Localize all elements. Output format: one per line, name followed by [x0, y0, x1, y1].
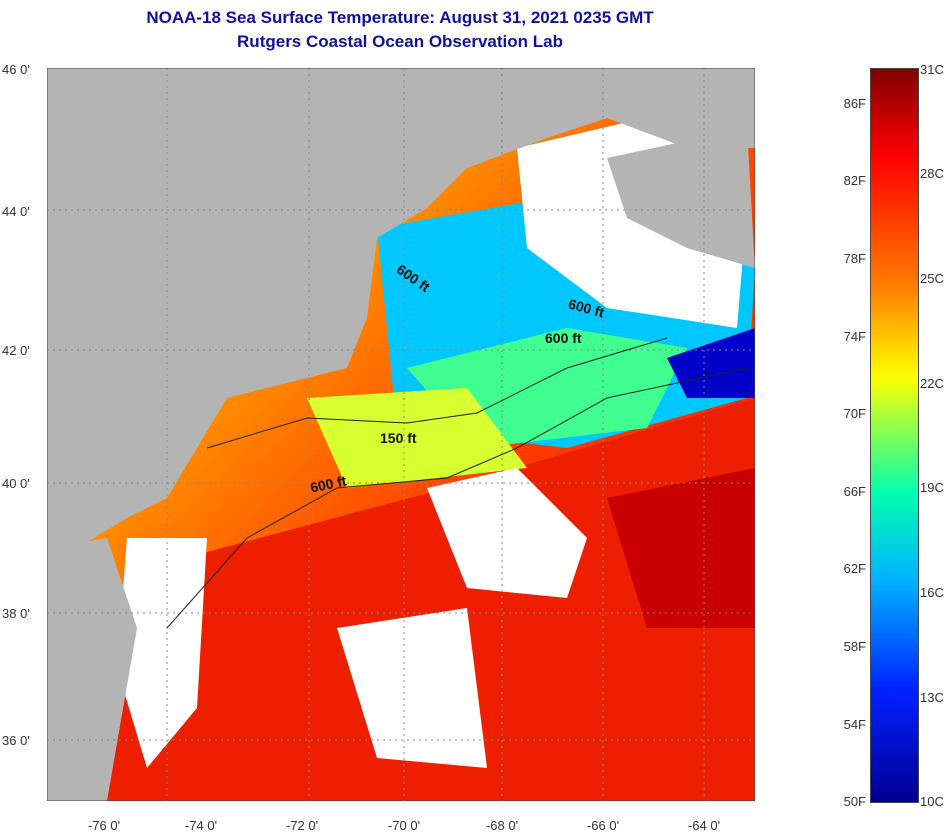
grid-lines — [47, 68, 755, 801]
cb-c-28: 28C — [920, 166, 944, 181]
contour-label-3: 600 ft — [545, 330, 582, 346]
lat-label-36: 36 0' — [2, 733, 30, 748]
cb-f-82: 82F — [843, 173, 866, 188]
mid-atlantic-coast — [47, 538, 137, 801]
nova-scotia — [607, 128, 755, 268]
lat-label-38: 38 0' — [2, 606, 30, 621]
cb-c-10: 10C — [920, 794, 944, 809]
cb-c-25: 25C — [920, 271, 944, 286]
gulf-stream-region — [87, 398, 755, 801]
lon-label-64: -64 0' — [687, 818, 721, 833]
lon-label-68: -68 0' — [485, 818, 519, 833]
lat-label-40: 40 0' — [2, 476, 30, 491]
cloud-patch-south — [337, 608, 487, 768]
lon-label-72: -72 0' — [285, 818, 319, 833]
warm-eddy — [607, 468, 755, 628]
cb-f-74: 74F — [843, 329, 866, 344]
cb-f-86: 86F — [843, 96, 866, 111]
cloud-patch-coast — [117, 538, 207, 768]
cb-f-58: 58F — [843, 639, 866, 654]
cb-f-54: 54F — [843, 717, 866, 732]
contour-label-4: 150 ft — [380, 430, 417, 446]
map-subtitle: Rutgers Coastal Ocean Observation Lab — [237, 32, 563, 51]
cb-f-62: 62F — [843, 561, 866, 576]
lat-label-46: 46 0' — [2, 62, 30, 77]
lon-label-70: -70 0' — [387, 818, 421, 833]
cb-c-22: 22C — [920, 376, 944, 391]
cb-f-70: 70F — [843, 406, 866, 421]
depth-contour-150ft — [206, 337, 668, 449]
lat-label-42: 42 0' — [2, 343, 30, 358]
colorbar-gradient — [871, 69, 918, 802]
lon-label-66: -66 0' — [586, 818, 620, 833]
lon-label-74: -74 0' — [184, 818, 218, 833]
sst-map — [46, 67, 756, 802]
sst-map-graphic — [46, 67, 756, 802]
shelf-water — [307, 388, 527, 488]
map-title: NOAA-18 Sea Surface Temperature: August … — [146, 8, 654, 27]
cb-f-50: 50F — [843, 794, 866, 809]
cb-c-13: 13C — [920, 690, 944, 705]
cb-c-31: 31C — [920, 62, 944, 77]
lon-label-76: -76 0' — [87, 818, 121, 833]
cloud-patch-center — [427, 468, 587, 598]
cb-c-16: 16C — [920, 585, 944, 600]
lat-label-44: 44 0' — [2, 204, 30, 219]
cb-f-66: 66F — [843, 484, 866, 499]
cb-c-19: 19C — [920, 480, 944, 495]
land-mass — [47, 68, 755, 548]
cb-f-78: 78F — [843, 251, 866, 266]
temperature-colorbar — [870, 68, 919, 803]
depth-contour-600ft — [166, 367, 748, 629]
